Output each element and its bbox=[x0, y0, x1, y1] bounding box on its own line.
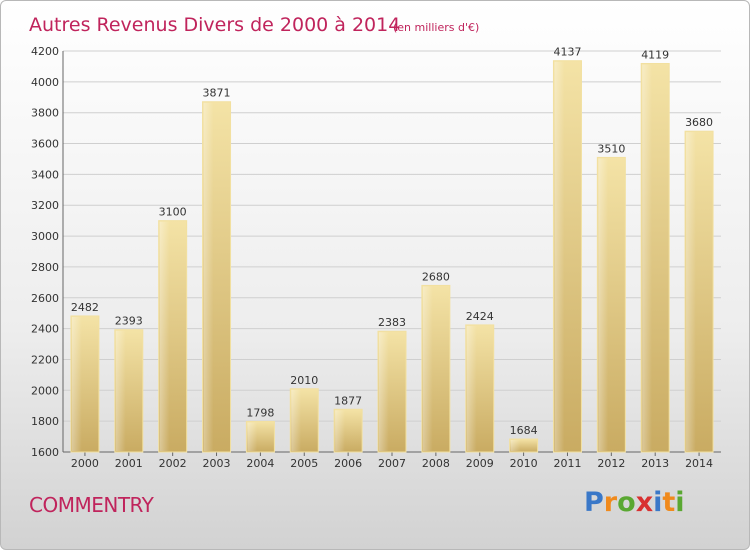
y-tick-label: 2800 bbox=[31, 261, 59, 274]
y-tick-label: 2600 bbox=[31, 292, 59, 305]
chart-title: Autres Revenus Divers de 2000 à 2014 bbox=[29, 14, 400, 36]
x-tick-label: 2002 bbox=[159, 457, 187, 470]
value-labels: 2482 2393 3100 3871 1798 2010 1877 2383 2680 2424… bbox=[71, 46, 713, 437]
x-tick-label: 2014 bbox=[685, 457, 713, 470]
x-tick-label: 2001 bbox=[115, 457, 143, 470]
bar-highlight bbox=[554, 61, 565, 451]
y-tick-label: 2400 bbox=[31, 323, 59, 336]
y-tick-label: 3800 bbox=[31, 107, 59, 120]
chart-subtitle: (en milliers d'€) bbox=[393, 21, 479, 34]
bar-highlight bbox=[71, 316, 82, 451]
y-tick-label: 2000 bbox=[31, 384, 59, 397]
y-tick-label: 1600 bbox=[31, 446, 59, 459]
brand-letter: i bbox=[675, 487, 685, 518]
x-tick-label: 2005 bbox=[290, 457, 318, 470]
x-tick-label: 2013 bbox=[641, 457, 669, 470]
value-label: 4137 bbox=[553, 46, 581, 59]
bar-highlight bbox=[335, 410, 345, 451]
bar-highlight bbox=[159, 221, 170, 451]
value-label: 2424 bbox=[466, 310, 494, 323]
y-tick-label: 3600 bbox=[31, 138, 59, 151]
bar-highlight bbox=[598, 158, 609, 451]
brand-letter: o bbox=[617, 487, 636, 518]
y-tick-label: 4000 bbox=[31, 76, 59, 89]
bar-highlight bbox=[422, 286, 433, 451]
brand-logo: Proxiti bbox=[584, 487, 685, 518]
value-label: 2680 bbox=[422, 270, 450, 283]
x-tick-label: 2000 bbox=[71, 457, 99, 470]
value-label: 1798 bbox=[246, 406, 274, 419]
bar-highlight bbox=[642, 64, 652, 452]
value-label: 2383 bbox=[378, 316, 406, 329]
value-label: 1684 bbox=[510, 424, 538, 437]
town-name: COMMENTRY bbox=[29, 493, 154, 517]
value-label: 1877 bbox=[334, 394, 362, 407]
y-tick-label: 3400 bbox=[31, 168, 59, 181]
brand-letter: x bbox=[635, 487, 654, 518]
value-label: 2482 bbox=[71, 301, 99, 314]
bar-highlight bbox=[466, 325, 477, 451]
value-label: 3680 bbox=[685, 116, 713, 129]
x-tick-label: 2008 bbox=[422, 457, 450, 470]
y-tick-label: 2200 bbox=[31, 353, 59, 366]
brand-letter: r bbox=[603, 487, 618, 518]
bar-highlight bbox=[686, 132, 696, 451]
bar-highlight bbox=[379, 332, 389, 451]
brand-letter: P bbox=[584, 487, 604, 518]
bar-highlight bbox=[115, 330, 126, 451]
value-label: 3510 bbox=[597, 142, 625, 155]
value-label: 3100 bbox=[159, 206, 187, 219]
bar-highlight bbox=[510, 440, 521, 451]
x-tick-label: 2010 bbox=[510, 457, 538, 470]
value-label: 2010 bbox=[290, 374, 318, 387]
y-tick-label: 3000 bbox=[31, 230, 59, 243]
y-tick-label: 1800 bbox=[31, 415, 59, 428]
bar-highlight bbox=[203, 102, 214, 452]
bar-highlight bbox=[291, 389, 302, 451]
x-tick-label: 2003 bbox=[203, 457, 231, 470]
x-tick-label: 2006 bbox=[334, 457, 362, 470]
bar-highlight bbox=[247, 422, 258, 451]
y-tick-label: 4200 bbox=[31, 45, 59, 58]
x-tick-label: 2007 bbox=[378, 457, 406, 470]
tick-labels: 1600 1800 2000 2200 2400 2600 2800 3000 3200 3400… bbox=[31, 45, 713, 470]
x-tick-label: 2004 bbox=[246, 457, 274, 470]
value-label: 3871 bbox=[203, 87, 231, 100]
x-tick-label: 2011 bbox=[553, 457, 581, 470]
brand-letter: t bbox=[662, 487, 676, 518]
x-tick-label: 2012 bbox=[597, 457, 625, 470]
brand-letter: i bbox=[653, 487, 663, 518]
value-label: 2393 bbox=[115, 315, 143, 328]
bars bbox=[70, 60, 714, 453]
value-label: 4119 bbox=[641, 48, 669, 61]
y-tick-label: 3200 bbox=[31, 199, 59, 212]
x-tick-label: 2009 bbox=[466, 457, 494, 470]
